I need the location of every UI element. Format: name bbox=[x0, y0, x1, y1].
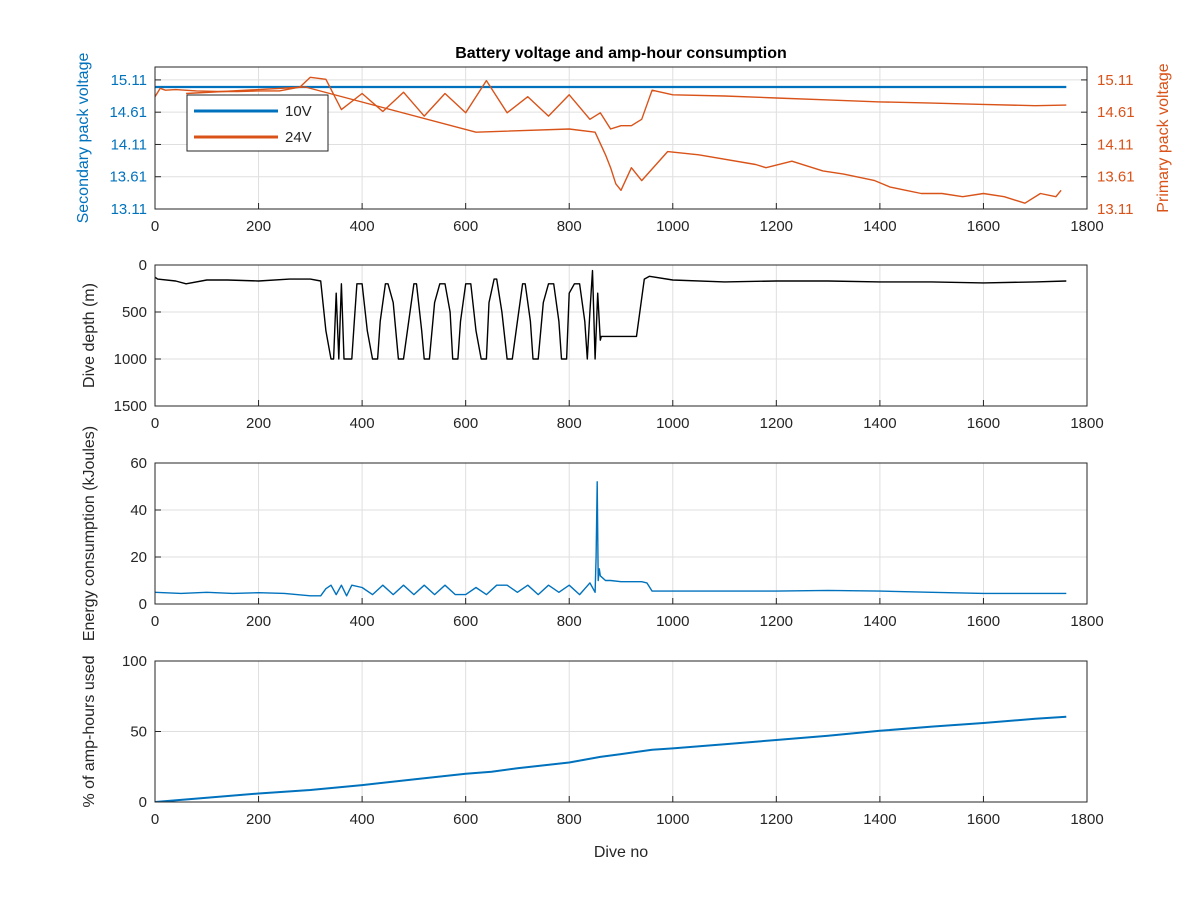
x-tick-label: 800 bbox=[557, 218, 582, 235]
y-axis-label: Dive depth (m) bbox=[81, 283, 98, 388]
y-tick-label: 20 bbox=[130, 549, 147, 566]
legend: 10V 24V bbox=[186, 94, 329, 152]
x-tick-label: 1600 bbox=[967, 613, 1000, 630]
y-tick-label: 1000 bbox=[114, 351, 147, 368]
x-tick-label: 1000 bbox=[656, 218, 689, 235]
y-tick-label: 60 bbox=[130, 455, 147, 472]
x-tick-label: 800 bbox=[557, 613, 582, 630]
y-tick-label: 13.11 bbox=[111, 201, 147, 218]
panel-2: 0 200 400 600 800 1000 1200 1400 1600 1800 0 500 100… bbox=[81, 257, 1104, 432]
axes-box bbox=[154, 462, 1088, 605]
x-tick-label: 600 bbox=[453, 218, 478, 235]
y-tick-label: 500 bbox=[122, 304, 147, 321]
y-axis-label-right: Primary pack voltage bbox=[1155, 63, 1172, 212]
y-axis-label: % of amp-hours used bbox=[81, 655, 98, 807]
series-line-1 bbox=[155, 481, 1067, 597]
y-right-tick-label: 13.61 bbox=[1097, 169, 1135, 186]
axes-box bbox=[154, 264, 1088, 407]
series-line-1 bbox=[155, 715, 1067, 802]
legend-label-2: 24V bbox=[285, 129, 312, 146]
legend-label-1: 10V bbox=[285, 103, 312, 120]
x-tick-label: 800 bbox=[557, 415, 582, 432]
panel-4: 0 200 400 600 800 1000 1200 1400 1600 1800 0 50 100%… bbox=[81, 653, 1104, 861]
y-tick-label: 14.11 bbox=[111, 136, 147, 153]
x-tick-label: 1400 bbox=[863, 415, 896, 432]
x-tick-label: 1400 bbox=[863, 218, 896, 235]
x-tick-label: 1800 bbox=[1070, 613, 1103, 630]
y-tick-label: 13.61 bbox=[109, 169, 147, 186]
x-tick-label: 200 bbox=[246, 415, 271, 432]
x-tick-label: 1600 bbox=[967, 218, 1000, 235]
y-tick-label: 15.11 bbox=[111, 72, 147, 89]
y-tick-label: 1500 bbox=[114, 398, 147, 415]
legend-box bbox=[186, 94, 329, 152]
y-right-tick-label: 13.11 bbox=[1097, 201, 1133, 218]
x-tick-label: 1600 bbox=[967, 415, 1000, 432]
y-tick-label: 0 bbox=[139, 596, 147, 613]
x-tick-label: 1200 bbox=[760, 415, 793, 432]
series-line-2 bbox=[155, 76, 1067, 130]
x-tick-label: 0 bbox=[151, 415, 159, 432]
x-tick-label: 400 bbox=[350, 415, 375, 432]
y-tick-label: 50 bbox=[130, 724, 147, 741]
x-tick-label: 1600 bbox=[967, 811, 1000, 828]
x-tick-label: 1200 bbox=[760, 218, 793, 235]
series-line-1 bbox=[155, 269, 1067, 360]
y-axis-label: Energy consumption (kJoules) bbox=[81, 426, 98, 641]
x-tick-label: 1200 bbox=[760, 613, 793, 630]
x-tick-label: 1800 bbox=[1070, 218, 1103, 235]
chart-title: Battery voltage and amp-hour consumption bbox=[455, 45, 787, 62]
x-tick-label: 200 bbox=[246, 613, 271, 630]
y-axis-label-left: Secondary pack voltage bbox=[75, 53, 92, 224]
axes-box bbox=[154, 66, 1088, 210]
y-right-tick-label: 15.11 bbox=[1097, 72, 1133, 89]
x-tick-label: 1000 bbox=[656, 415, 689, 432]
panel-3: 0 200 400 600 800 1000 1200 1400 1600 1800 0 20 40 60… bbox=[81, 426, 1104, 641]
y-tick-label: 14.61 bbox=[109, 104, 147, 121]
x-tick-label: 400 bbox=[350, 811, 375, 828]
series-line-3 bbox=[186, 86, 1062, 204]
x-tick-label: 1000 bbox=[656, 811, 689, 828]
x-tick-label: 600 bbox=[453, 613, 478, 630]
y-tick-label: 0 bbox=[139, 794, 147, 811]
x-tick-label: 400 bbox=[350, 613, 375, 630]
y-right-tick-label: 14.11 bbox=[1097, 136, 1133, 153]
x-tick-label: 600 bbox=[453, 811, 478, 828]
x-tick-label: 1400 bbox=[863, 613, 896, 630]
x-axis-label: Dive no bbox=[594, 844, 648, 861]
y-tick-label: 0 bbox=[139, 257, 147, 274]
y-tick-label: 100 bbox=[122, 653, 147, 670]
x-tick-label: 0 bbox=[151, 218, 159, 235]
y-right-tick-label: 14.61 bbox=[1097, 104, 1135, 121]
y-tick-label: 40 bbox=[130, 502, 147, 519]
x-tick-label: 1200 bbox=[760, 811, 793, 828]
x-tick-label: 200 bbox=[246, 811, 271, 828]
x-tick-label: 200 bbox=[246, 218, 271, 235]
x-tick-label: 600 bbox=[453, 415, 478, 432]
x-tick-label: 0 bbox=[151, 811, 159, 828]
x-tick-label: 1800 bbox=[1070, 811, 1103, 828]
x-tick-label: 1400 bbox=[863, 811, 896, 828]
x-tick-label: 800 bbox=[557, 811, 582, 828]
x-tick-label: 1000 bbox=[656, 613, 689, 630]
x-tick-label: 0 bbox=[151, 613, 159, 630]
x-tick-label: 1800 bbox=[1070, 415, 1103, 432]
x-tick-label: 400 bbox=[350, 218, 375, 235]
